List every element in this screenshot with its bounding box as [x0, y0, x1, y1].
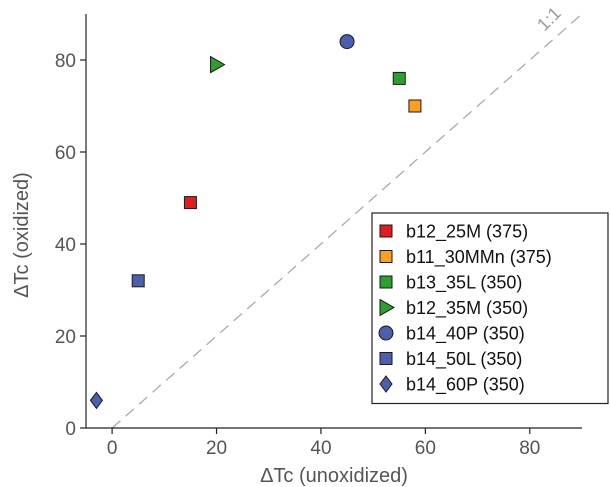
- data-point: [408, 99, 422, 113]
- data-point: [339, 34, 355, 50]
- legend-marker: [378, 325, 394, 341]
- data-point: [89, 391, 104, 410]
- y-axis-label: ΔTc (oxidized): [11, 172, 33, 298]
- data-point: [210, 55, 226, 74]
- legend-marker: [379, 275, 393, 289]
- legend-entry-label: b14_50L (350): [406, 349, 522, 370]
- legend-box: [371, 212, 609, 405]
- legend-entry-label: b12_25M (375): [406, 222, 528, 243]
- x-tick-label: 40: [310, 438, 331, 459]
- x-axis-label: ΔTc (unoxidized): [260, 465, 408, 487]
- data-point: [131, 274, 145, 288]
- legend-marker: [379, 250, 393, 263]
- legend-entry-label: b11_30MMn (375): [406, 247, 552, 268]
- x-tick-label: 80: [519, 438, 540, 459]
- axes: 0 20 40 60 80 0 20 40 60 80: [55, 14, 582, 459]
- reference-line-1-1: [111, 13, 583, 429]
- legend-entry-label: b13_35L (350): [406, 273, 522, 294]
- x-tick-label: 20: [206, 438, 227, 459]
- legend-marker: [379, 375, 393, 393]
- legend-entry-label: b12_35M (350): [406, 298, 528, 319]
- y-tick-label: 60: [55, 143, 76, 164]
- data-points: [89, 34, 422, 410]
- data-point: [183, 196, 197, 210]
- y-tick-label: 20: [55, 327, 76, 348]
- legend-marker: [379, 298, 396, 317]
- data-point: [392, 71, 406, 85]
- x-tick-label: 0: [107, 438, 118, 459]
- legend-marker: [379, 224, 393, 238]
- legend-entry-label: b14_40P (350): [406, 324, 525, 345]
- legend-marker: [379, 352, 393, 365]
- legend: b12_25M (375) b11_30MMn (375) b13_35L (350…: [371, 212, 609, 405]
- y-tick-label: 80: [55, 51, 76, 72]
- y-tick-label: 40: [55, 235, 76, 256]
- y-tick-label: 0: [65, 419, 76, 440]
- x-tick-label: 60: [415, 438, 436, 459]
- legend-entry-label: b14_60P (350): [406, 375, 525, 396]
- reference-line-label: 1:1: [533, 3, 565, 35]
